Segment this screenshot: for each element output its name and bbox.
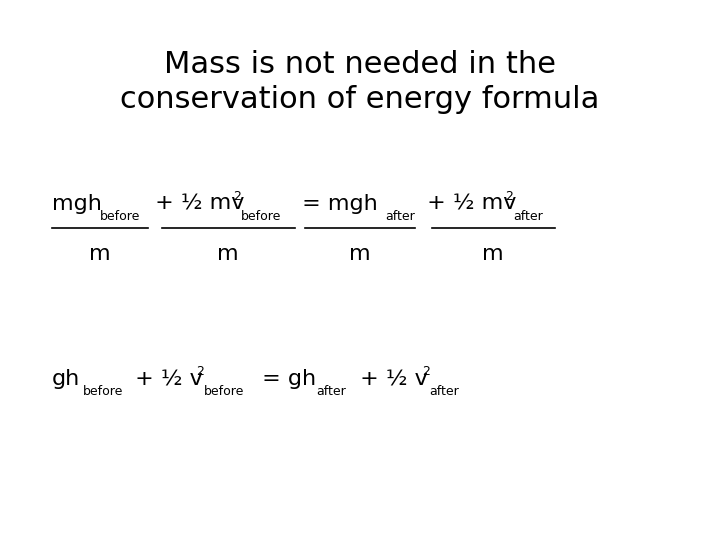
- Text: 2: 2: [422, 365, 430, 378]
- Text: Mass is not needed in the
conservation of energy formula: Mass is not needed in the conservation o…: [120, 50, 600, 114]
- Text: after: after: [316, 385, 346, 398]
- Text: before: before: [83, 385, 123, 398]
- Text: m: m: [349, 244, 371, 264]
- Text: = mgh: = mgh: [295, 194, 378, 214]
- Text: after: after: [385, 210, 415, 223]
- Text: before: before: [204, 385, 244, 398]
- Text: 2: 2: [505, 190, 513, 203]
- Text: + ½ v: + ½ v: [353, 369, 428, 389]
- Text: after: after: [513, 210, 543, 223]
- Text: gh: gh: [52, 369, 80, 389]
- Text: 2: 2: [196, 365, 204, 378]
- Text: + ½ mv: + ½ mv: [148, 194, 244, 214]
- Text: 2: 2: [233, 190, 241, 203]
- Text: m: m: [217, 244, 239, 264]
- Text: before: before: [100, 210, 140, 223]
- Text: + ½ v: + ½ v: [128, 369, 203, 389]
- Text: m: m: [89, 244, 111, 264]
- Text: + ½ mv: + ½ mv: [420, 194, 516, 214]
- Text: before: before: [241, 210, 282, 223]
- Text: after: after: [429, 385, 459, 398]
- Text: mgh: mgh: [52, 194, 102, 214]
- Text: = gh: = gh: [255, 369, 316, 389]
- Text: m: m: [482, 244, 504, 264]
